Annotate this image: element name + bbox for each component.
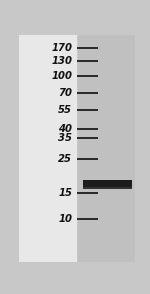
Text: 15: 15 [58, 188, 72, 198]
Bar [83, 187, 132, 189]
Text: 40: 40 [58, 124, 72, 134]
Text: 10: 10 [58, 214, 72, 224]
Text: 100: 100 [51, 71, 72, 81]
Text: 35: 35 [58, 133, 72, 143]
Bar [19, 35, 76, 262]
Text: 25: 25 [58, 154, 72, 164]
Text: 55: 55 [58, 105, 72, 115]
Text: 130: 130 [51, 56, 72, 66]
Text: 70: 70 [58, 88, 72, 98]
Text: 170: 170 [51, 43, 72, 53]
Bar [83, 181, 132, 189]
